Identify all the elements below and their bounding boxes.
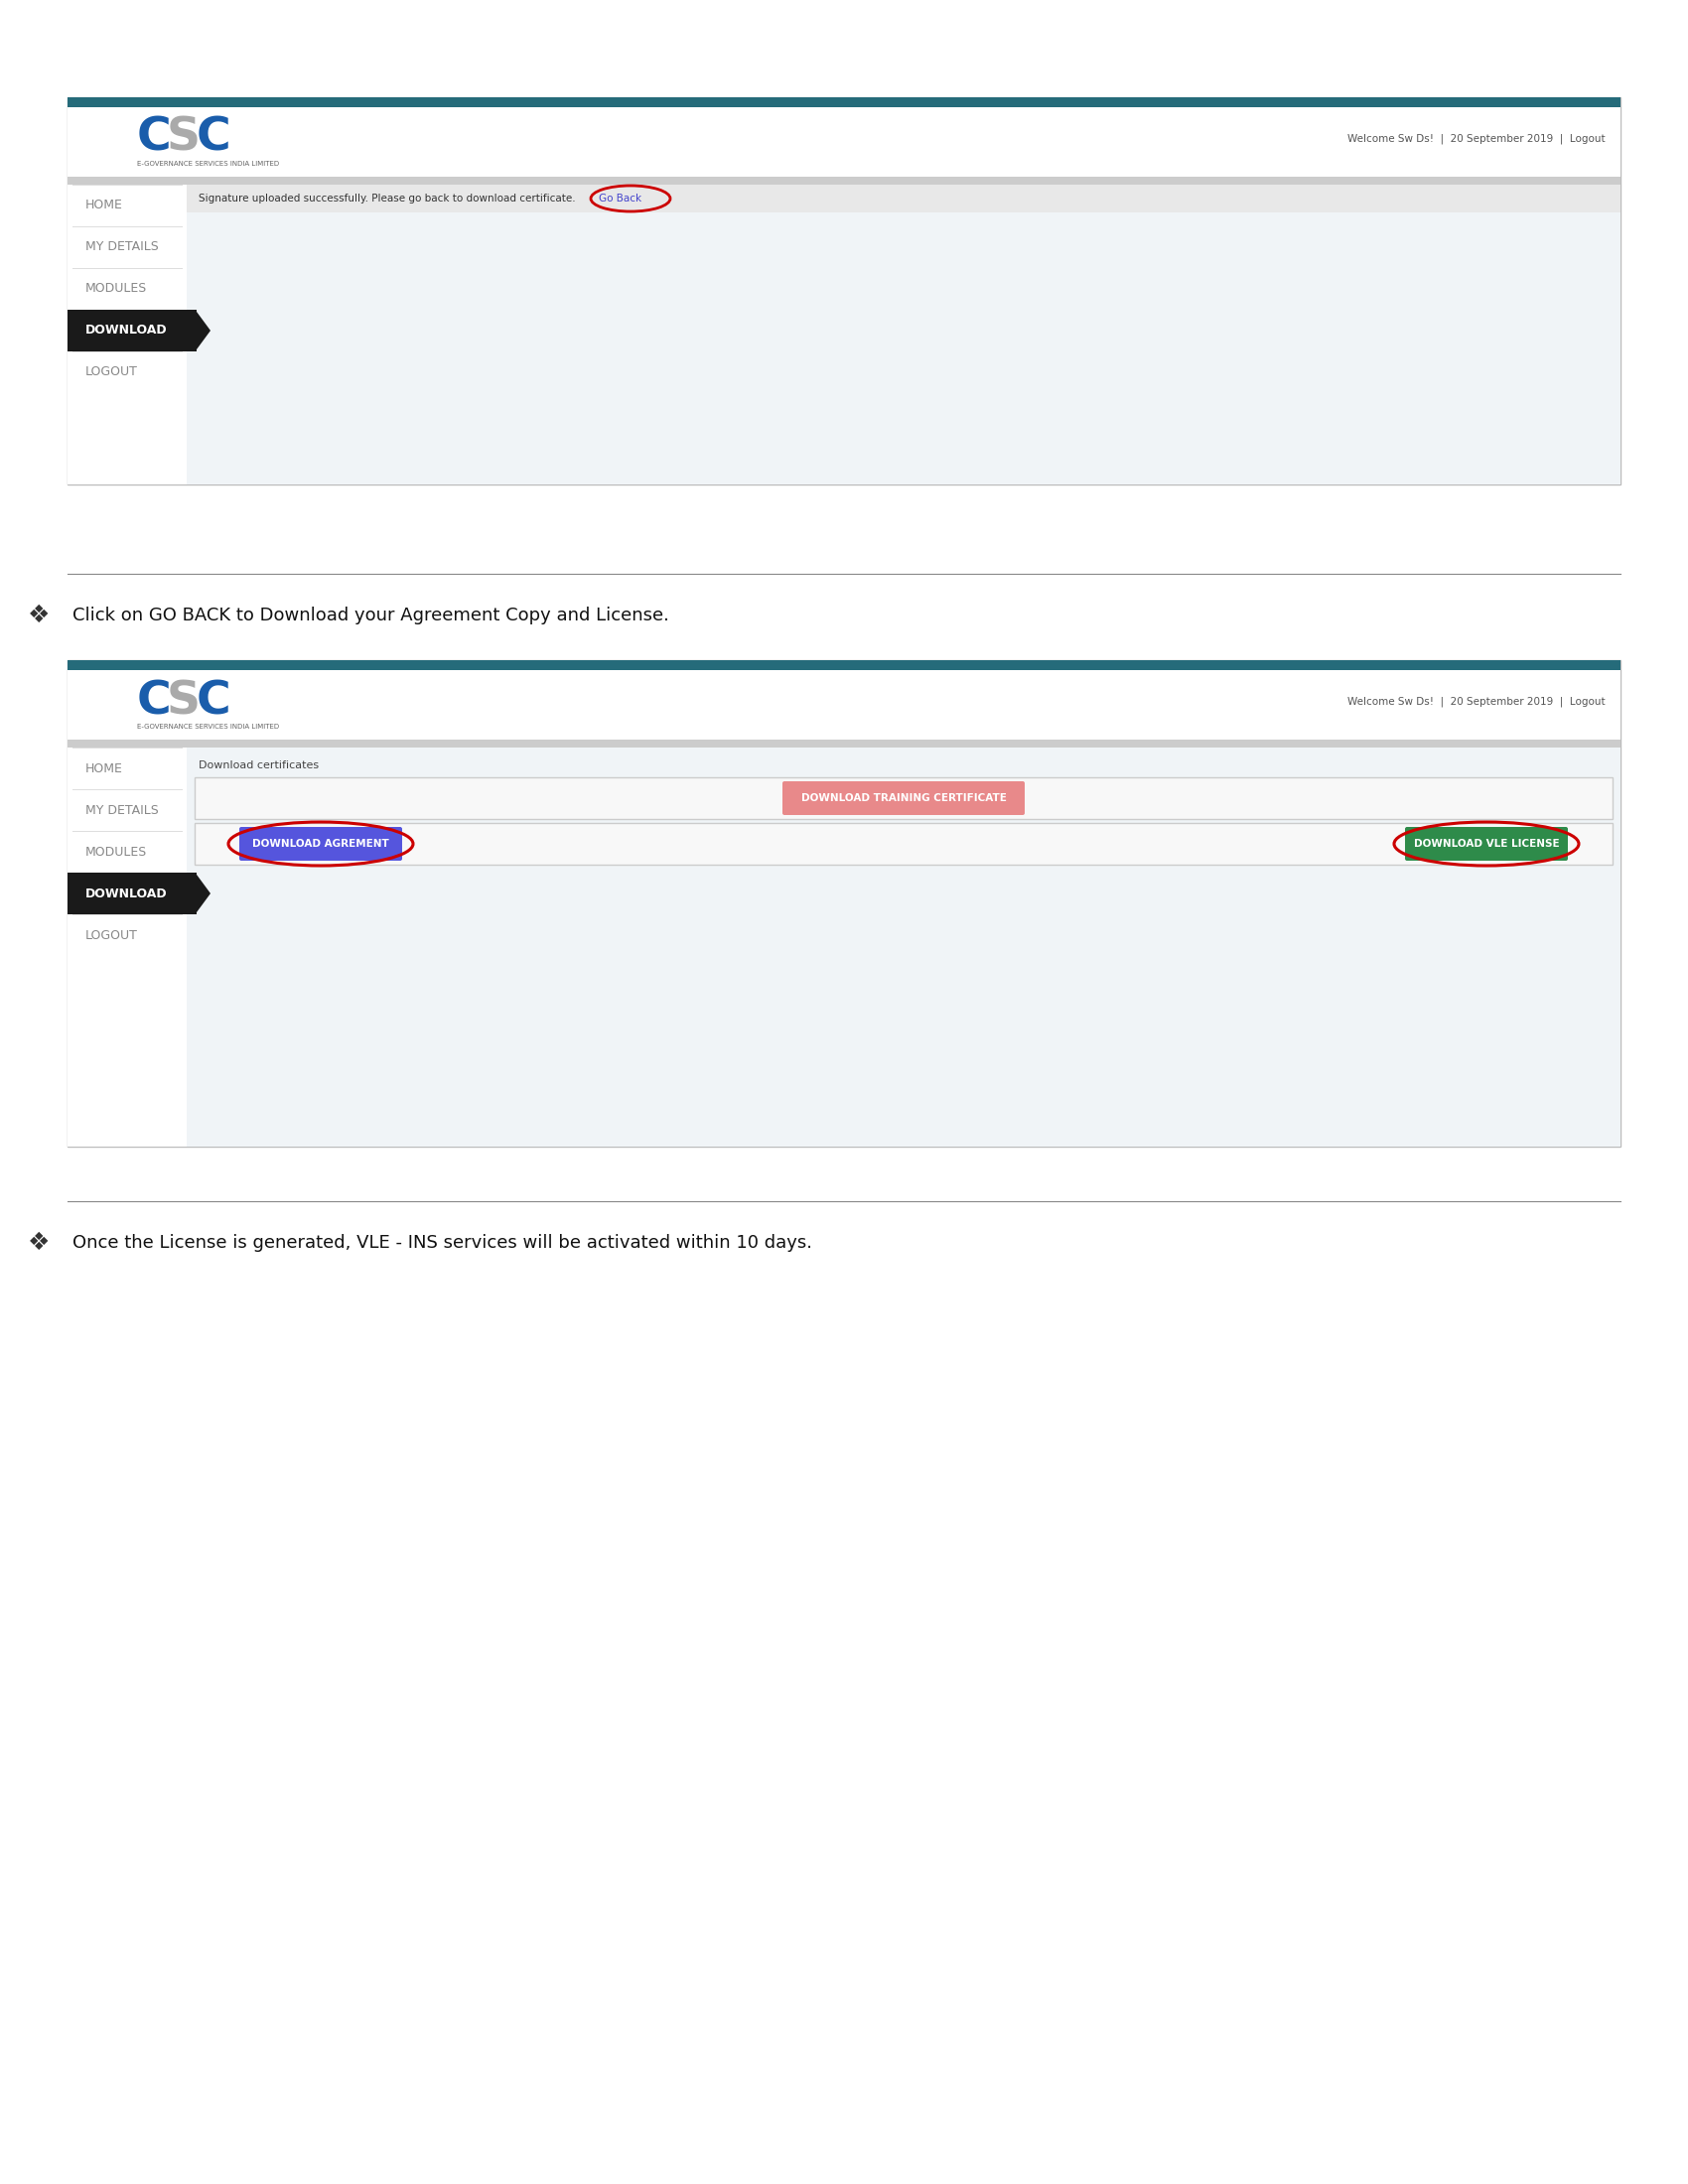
FancyBboxPatch shape (187, 747, 1620, 1147)
FancyBboxPatch shape (68, 747, 187, 1147)
Text: C: C (196, 679, 231, 723)
Text: DOWNLOAD AGREMENT: DOWNLOAD AGREMENT (252, 839, 390, 850)
FancyBboxPatch shape (68, 740, 1620, 747)
Text: MODULES: MODULES (86, 845, 147, 858)
Text: Download certificates: Download certificates (199, 760, 319, 771)
Text: Welcome Sw Ds!  |  20 September 2019  |  Logout: Welcome Sw Ds! | 20 September 2019 | Log… (1347, 133, 1605, 144)
Text: C: C (137, 679, 172, 723)
Text: C: C (137, 116, 172, 162)
FancyBboxPatch shape (187, 186, 1620, 485)
FancyBboxPatch shape (194, 778, 1612, 819)
Text: Once the License is generated, VLE - INS services will be activated within 10 da: Once the License is generated, VLE - INS… (73, 1234, 812, 1251)
FancyBboxPatch shape (68, 310, 196, 352)
FancyBboxPatch shape (68, 186, 187, 485)
Text: MY DETAILS: MY DETAILS (86, 240, 159, 253)
Text: ❖: ❖ (27, 603, 51, 627)
Text: C: C (196, 116, 231, 162)
FancyBboxPatch shape (68, 660, 1620, 1147)
Text: HOME: HOME (86, 762, 123, 775)
Text: DOWNLOAD TRAINING CERTIFICATE: DOWNLOAD TRAINING CERTIFICATE (800, 793, 1006, 804)
FancyBboxPatch shape (187, 186, 1620, 212)
Text: DOWNLOAD VLE LICENSE: DOWNLOAD VLE LICENSE (1413, 839, 1560, 850)
FancyBboxPatch shape (783, 782, 1025, 815)
FancyBboxPatch shape (68, 98, 1620, 485)
Text: LOGOUT: LOGOUT (86, 928, 138, 941)
FancyBboxPatch shape (68, 177, 1620, 186)
Text: DOWNLOAD: DOWNLOAD (86, 887, 167, 900)
FancyBboxPatch shape (240, 828, 402, 860)
FancyBboxPatch shape (68, 98, 1620, 107)
FancyBboxPatch shape (68, 670, 1620, 740)
Text: S: S (167, 679, 201, 723)
FancyBboxPatch shape (68, 107, 1620, 177)
Text: E-GOVERNANCE SERVICES INDIA LIMITED: E-GOVERNANCE SERVICES INDIA LIMITED (137, 162, 279, 168)
Text: LOGOUT: LOGOUT (86, 365, 138, 378)
Text: ❖: ❖ (27, 1232, 51, 1256)
FancyBboxPatch shape (194, 823, 1612, 865)
Text: Go Back: Go Back (599, 194, 641, 203)
Text: Welcome Sw Ds!  |  20 September 2019  |  Logout: Welcome Sw Ds! | 20 September 2019 | Log… (1347, 697, 1605, 708)
FancyBboxPatch shape (1404, 828, 1568, 860)
Text: DOWNLOAD: DOWNLOAD (86, 323, 167, 336)
Polygon shape (196, 874, 211, 913)
Text: Signature uploaded successfully. Please go back to download certificate.: Signature uploaded successfully. Please … (199, 194, 579, 203)
Text: E-GOVERNANCE SERVICES INDIA LIMITED: E-GOVERNANCE SERVICES INDIA LIMITED (137, 725, 279, 729)
Text: Click on GO BACK to Download your Agreement Copy and License.: Click on GO BACK to Download your Agreem… (73, 607, 668, 625)
Text: MODULES: MODULES (86, 282, 147, 295)
Polygon shape (196, 312, 211, 349)
Text: S: S (167, 116, 201, 162)
Text: MY DETAILS: MY DETAILS (86, 804, 159, 817)
FancyBboxPatch shape (68, 874, 196, 915)
Text: HOME: HOME (86, 199, 123, 212)
FancyBboxPatch shape (68, 660, 1620, 670)
